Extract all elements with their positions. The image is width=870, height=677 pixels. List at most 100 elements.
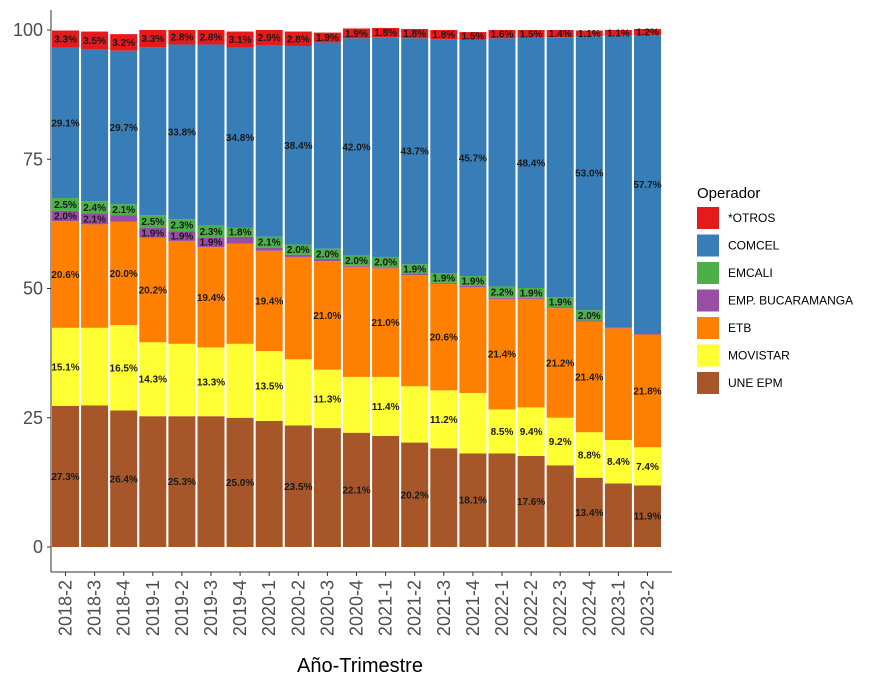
bar-segment — [575, 310, 603, 321]
data-label: 21.0% — [313, 311, 341, 322]
x-axis: 2018-2 2018-3 2018-4 2019-1 2019-2 2019-3 2019… — [51, 571, 672, 636]
bar-segment — [546, 308, 574, 418]
data-label: 1.9% — [345, 29, 368, 40]
data-label: 2.5% — [141, 217, 164, 228]
data-label: 17.6% — [517, 497, 545, 508]
data-label: 2.4% — [83, 203, 106, 214]
x-tick-label: 2020-1 — [259, 580, 279, 636]
bar-segment — [81, 49, 109, 202]
data-label: 2.8% — [200, 33, 223, 44]
bar-segment — [604, 30, 632, 36]
x-tick-label: 2018-2 — [56, 580, 76, 636]
bar-segment — [546, 30, 574, 38]
data-label: 1.9% — [520, 288, 543, 299]
bar-segment — [52, 47, 79, 199]
data-label: 1.9% — [549, 298, 572, 309]
data-label: 15.1% — [51, 362, 79, 373]
data-label: 1.6% — [491, 30, 514, 41]
bar-segment — [430, 283, 458, 391]
bar-segment — [343, 266, 370, 377]
data-label: 1.1% — [607, 28, 630, 39]
data-label: 2.3% — [171, 221, 194, 232]
bar-segment — [226, 47, 254, 228]
bar-segment — [634, 28, 661, 36]
bar-segment — [546, 297, 574, 308]
data-label: 1.9% — [200, 238, 223, 249]
x-tick-label: 2022-1 — [492, 580, 512, 636]
data-label: 2.0% — [316, 249, 339, 260]
bar-segment — [343, 28, 370, 39]
data-label: 53.0% — [575, 169, 603, 180]
bar-segment — [459, 392, 487, 454]
data-label: 1.2% — [636, 28, 659, 39]
data-label: 25.0% — [226, 478, 254, 489]
bar-segment — [168, 240, 196, 344]
bar-segment — [226, 236, 254, 244]
bar-segment — [634, 334, 661, 448]
bar-segment — [226, 31, 254, 48]
y-tick-label: 50 — [23, 279, 43, 299]
bar-segment — [168, 343, 196, 417]
bar-segment — [372, 376, 400, 436]
data-label: 1.5% — [462, 31, 485, 42]
legend-label: COMCEL — [728, 239, 780, 253]
bar-segment — [430, 448, 458, 547]
bar-segment — [197, 416, 225, 547]
y-tick-label: 25 — [23, 408, 43, 428]
bar-segment — [430, 39, 458, 273]
data-label: 2.5% — [54, 200, 77, 211]
bar-segment — [313, 428, 341, 547]
y-tick-label: 0 — [33, 537, 43, 557]
bar-segment — [284, 254, 312, 257]
bar-segment — [604, 483, 632, 547]
bar-segment — [401, 28, 429, 39]
data-label: 20.6% — [51, 270, 79, 281]
bar-segment — [197, 44, 225, 226]
bar-segment — [546, 465, 574, 547]
bar-segment — [110, 204, 138, 216]
bar-segment — [575, 432, 603, 478]
data-label: 2.8% — [171, 33, 194, 44]
bar-segment — [110, 410, 138, 547]
bar-segment — [459, 453, 487, 547]
x-tick-label: 2019-3 — [201, 580, 221, 636]
data-label: 2.0% — [287, 245, 310, 256]
bar-segment — [401, 38, 429, 265]
bar-segment — [313, 369, 341, 429]
data-label: 1.9% — [316, 33, 339, 44]
bar-segment — [372, 256, 400, 268]
data-label: 21.8% — [633, 386, 661, 397]
bar-segment — [81, 213, 109, 225]
data-label: 34.8% — [226, 133, 254, 144]
bar-segment — [52, 327, 79, 406]
bar-segment — [401, 442, 429, 547]
data-label: 2.1% — [83, 214, 106, 225]
bar-segment — [110, 215, 138, 222]
bar-segment — [226, 243, 254, 344]
bar-segment — [401, 264, 429, 275]
bar-segment — [81, 405, 109, 547]
data-label: 2.1% — [258, 238, 281, 249]
data-label: 13.4% — [575, 508, 603, 519]
x-tick-label: 2019-1 — [143, 580, 163, 636]
bar-segment — [604, 439, 632, 484]
data-label: 3.2% — [112, 38, 135, 49]
data-label: 7.4% — [636, 462, 659, 473]
bar-segment — [255, 247, 283, 251]
bar-segment — [255, 420, 283, 547]
x-tick-label: 2022-2 — [521, 580, 541, 636]
bar-segment — [430, 272, 458, 283]
bar-segment — [604, 35, 632, 328]
data-label: 22.1% — [342, 485, 370, 496]
plot-area: 27.3%15.1%20.6%2.0%2.5%29.1%3.3%2.1%2.4%… — [51, 28, 662, 547]
bar-segment — [459, 39, 487, 277]
data-label: 2.1% — [112, 205, 135, 216]
data-label: 3.1% — [229, 35, 252, 46]
data-label: 20.2% — [139, 286, 167, 297]
bar-segment — [546, 307, 574, 309]
bar-segment — [139, 47, 167, 216]
bar-segment — [168, 231, 196, 241]
y-axis: 0 25 50 75 100 — [13, 10, 52, 572]
bar-segment — [313, 261, 341, 370]
bar-segment — [372, 435, 400, 547]
